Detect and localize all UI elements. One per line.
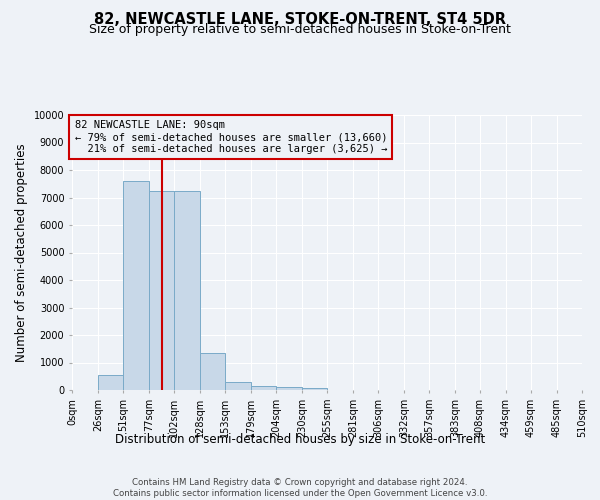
Text: Size of property relative to semi-detached houses in Stoke-on-Trent: Size of property relative to semi-detach…	[89, 22, 511, 36]
Bar	[225, 382, 251, 390]
Bar	[174, 190, 200, 390]
Bar	[149, 190, 174, 390]
Text: 82, NEWCASTLE LANE, STOKE-ON-TRENT, ST4 5DR: 82, NEWCASTLE LANE, STOKE-ON-TRENT, ST4 …	[94, 12, 506, 28]
Text: 82 NEWCASTLE LANE: 90sqm
← 79% of semi-detached houses are smaller (13,660)
  21: 82 NEWCASTLE LANE: 90sqm ← 79% of semi-d…	[74, 120, 387, 154]
Text: Contains HM Land Registry data © Crown copyright and database right 2024.
Contai: Contains HM Land Registry data © Crown c…	[113, 478, 487, 498]
Bar	[200, 353, 225, 390]
Bar	[251, 386, 276, 390]
Text: Distribution of semi-detached houses by size in Stoke-on-Trent: Distribution of semi-detached houses by …	[115, 432, 485, 446]
Bar	[302, 388, 327, 390]
Bar	[276, 387, 302, 390]
Bar	[98, 375, 123, 390]
Y-axis label: Number of semi-detached properties: Number of semi-detached properties	[15, 143, 28, 362]
Bar	[123, 181, 149, 390]
